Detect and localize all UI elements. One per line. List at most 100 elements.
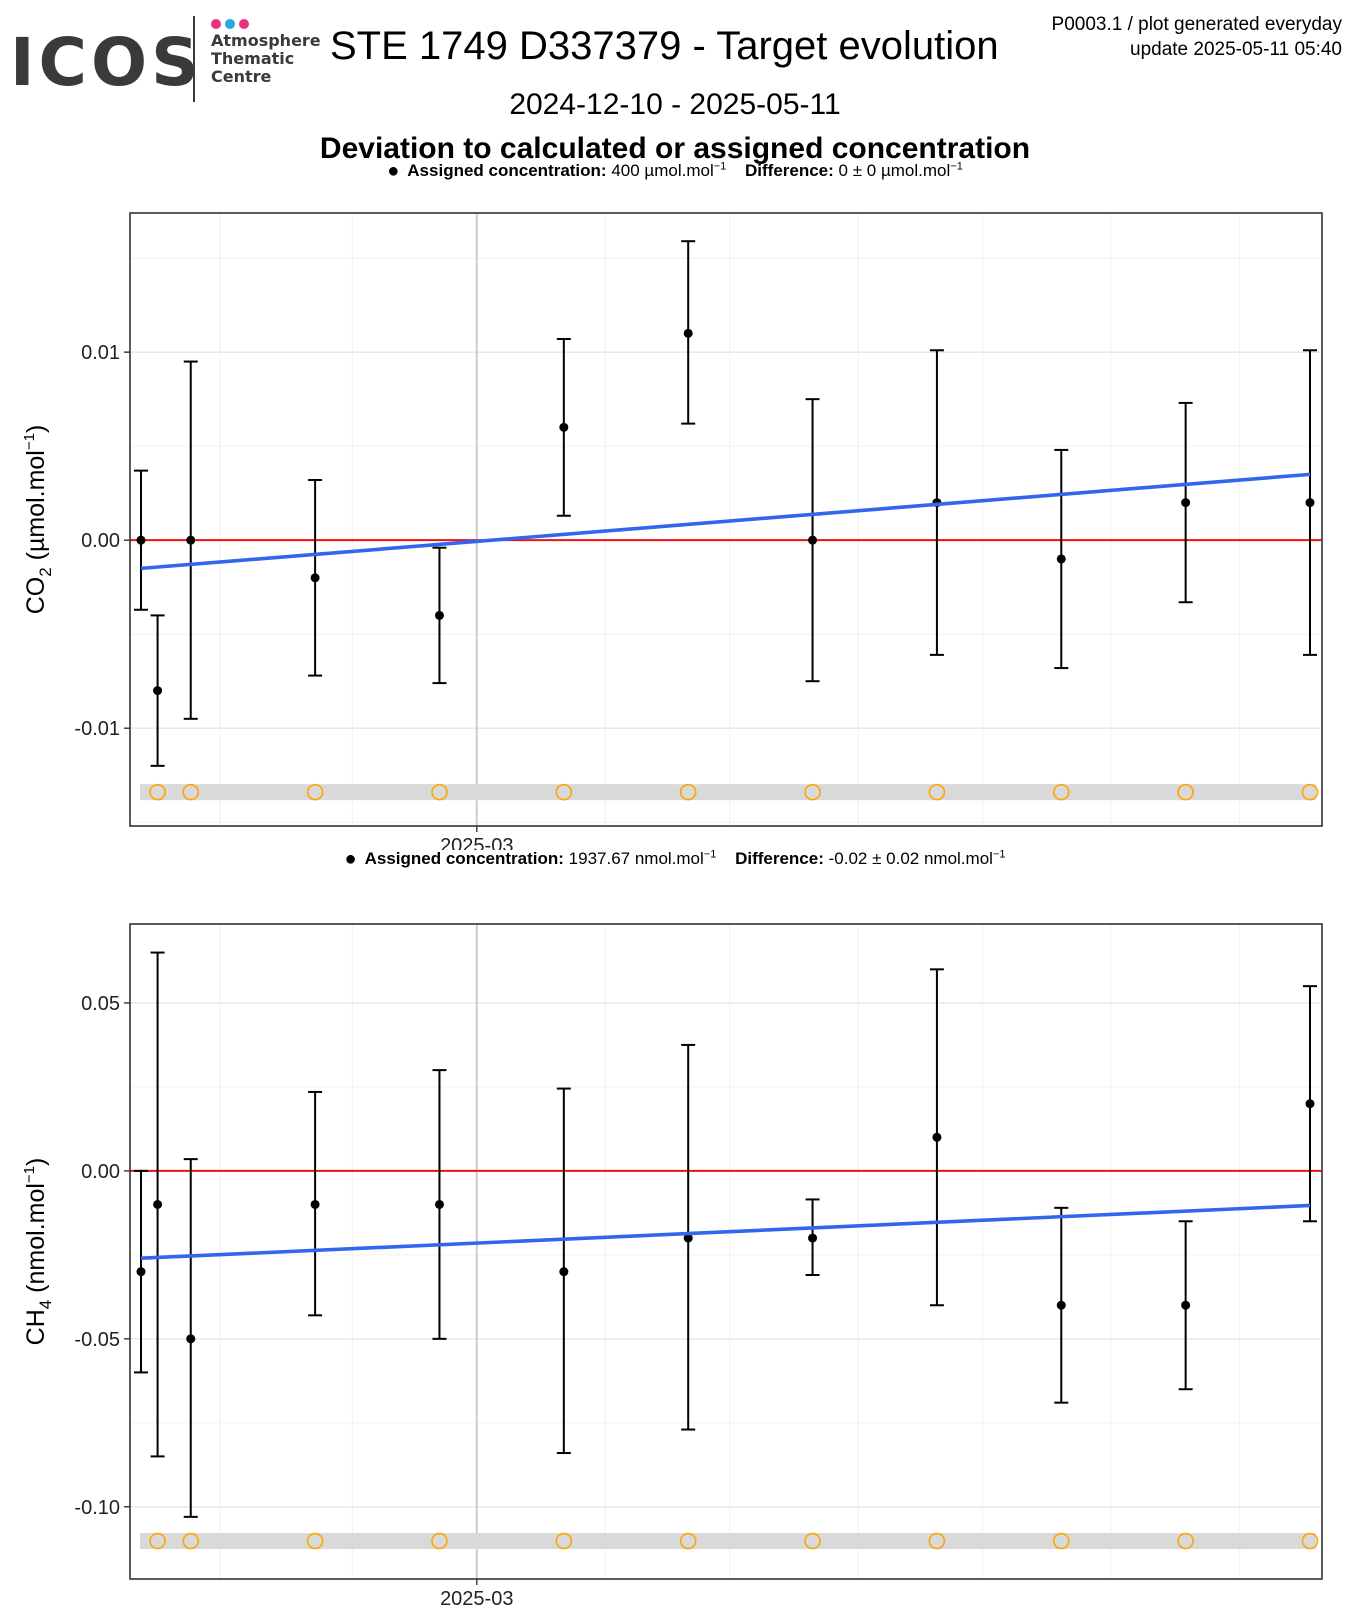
data-point	[808, 535, 818, 545]
assigned-value: 1937.67 nmol.mol	[568, 849, 704, 868]
flag-marker	[804, 783, 821, 801]
y-axis-label-part: )	[22, 1158, 50, 1166]
assigned-label: Assigned concentration:	[364, 849, 564, 868]
flag-marker	[182, 783, 200, 801]
header: ICOS Atmosphere Thematic Centre STE 1749…	[0, 0, 1350, 200]
flag-marker	[1052, 783, 1070, 801]
data-point	[1181, 498, 1191, 508]
update-timestamp: update 2025-05-11 05:40	[1130, 39, 1342, 60]
flag-marker	[928, 1532, 946, 1550]
plot-id-line: P0003.1 / plot generated everyday	[1051, 14, 1342, 35]
y-axis-label-part: )	[22, 425, 50, 433]
flag-marker	[1301, 1532, 1319, 1550]
flag-marker	[431, 783, 448, 801]
data-point	[1056, 554, 1066, 564]
logo-subtitle-line: Thematic	[211, 49, 295, 68]
ch4-panel: ● Assigned concentration: 1937.67 nmol.mo…	[0, 848, 1350, 1620]
y-axis-label-part: −1	[21, 433, 38, 450]
data-point	[153, 1199, 163, 1209]
x-tick-label: 2025-03	[440, 835, 513, 850]
data-point	[136, 535, 146, 545]
y-axis-label-part: −1	[21, 1166, 38, 1183]
data-point	[932, 1132, 942, 1142]
y-axis-label-part: (µmol.mol	[22, 450, 50, 567]
legend-point-icon: ●	[344, 848, 357, 870]
flag-marker	[306, 1532, 324, 1550]
flag-marker	[555, 783, 573, 801]
ch4-chart: -0.10 -0.05 0.00 0.05 2025-03 CH4 (nmol.mol−1…	[21, 923, 1323, 1610]
flag-marker	[679, 1532, 697, 1550]
data-point	[1056, 1300, 1066, 1310]
logo-wordmark: ICOS	[10, 24, 203, 101]
unit-exponent: −1	[992, 848, 1006, 861]
date-range: 2024-12-10 - 2025-05-11	[509, 88, 841, 121]
difference-value: -0.02 ± 0.02 nmol.mol	[828, 849, 993, 868]
flag-marker	[555, 1532, 573, 1550]
logo-dots-icon	[211, 16, 253, 29]
ch4-legend: ● Assigned concentration: 1937.67 nmol.mo…	[0, 848, 1350, 871]
flag-marker	[679, 783, 697, 801]
co2-chart: -0.01 0.00 0.01 2025-03 CO2 (µmol.mol−1)	[21, 212, 1323, 850]
generation-info: P0003.1 / plot generated everyday update…	[1052, 12, 1342, 62]
logo-subtitle: Atmosphere Thematic Centre	[211, 32, 321, 86]
data-point	[136, 1267, 146, 1277]
y-tick-label: -0.10	[74, 1497, 120, 1519]
flag-marker	[306, 783, 324, 801]
data-point	[683, 1233, 693, 1243]
data-point	[434, 610, 444, 620]
trend-line	[140, 472, 1311, 571]
data-point	[1181, 1300, 1191, 1310]
logo-dot-icon	[239, 19, 249, 29]
co2-legend: ● Assigned concentration: 400 µmol.mol−1 …	[0, 160, 1350, 183]
plot-border	[129, 923, 1323, 1580]
y-tick-label: -0.05	[74, 1329, 120, 1351]
y-axis-label-part: 2	[36, 567, 55, 576]
data-point	[310, 573, 320, 583]
data-point	[808, 1233, 818, 1243]
y-tick-label: 0.00	[81, 1161, 120, 1183]
assigned-value: 400 µmol.mol	[611, 161, 714, 180]
logo-dot-icon	[211, 19, 221, 29]
y-axis-label: CH4 (nmol.mol−1)	[21, 1158, 55, 1346]
data-point	[186, 1334, 196, 1344]
data-point	[559, 1267, 569, 1277]
page-title: STE 1749 D337379 - Target evolution	[330, 24, 999, 68]
data-point	[186, 535, 196, 545]
flag-marker	[804, 1532, 821, 1550]
unit-exponent: −1	[703, 848, 717, 861]
data-point	[310, 1199, 320, 1209]
y-axis-label-part: CO	[22, 577, 50, 615]
chart-title: Deviation to calculated or assigned conc…	[319, 132, 1031, 165]
flag-marker	[1177, 783, 1194, 801]
y-tick-label: 0.05	[81, 993, 120, 1015]
data-point	[683, 328, 693, 338]
plot-background	[130, 213, 1322, 826]
y-axis-label-part: CH	[22, 1309, 50, 1345]
y-axis-label: CO2 (µmol.mol−1)	[21, 425, 55, 615]
trend-line	[140, 1203, 1311, 1261]
logo-subtitle-line: Atmosphere	[211, 31, 321, 50]
data-point	[434, 1199, 444, 1209]
unit-exponent: −1	[950, 160, 963, 173]
flag-marker	[149, 1532, 166, 1550]
y-axis-label-part: (nmol.mol	[22, 1183, 50, 1300]
flag-marker	[1052, 1532, 1070, 1550]
legend-point-icon: ●	[387, 160, 400, 182]
data-point	[1305, 498, 1315, 508]
y-tick-label: 0.00	[81, 530, 120, 552]
flag-marker	[431, 1532, 448, 1550]
icos-logo: ICOS Atmosphere Thematic Centre	[10, 14, 321, 104]
flag-band	[140, 784, 1316, 801]
difference-label: Difference:	[735, 849, 824, 868]
x-tick-label: 2025-03	[440, 1588, 513, 1610]
logo-subtitle-line: Centre	[211, 67, 272, 86]
y-tick-label: 0.01	[81, 342, 120, 364]
flag-marker	[1177, 1532, 1194, 1550]
difference-label: Difference:	[745, 161, 834, 180]
logo-dot-icon	[225, 19, 235, 29]
co2-panel: ● Assigned concentration: 400 µmol.mol−1 …	[0, 160, 1350, 850]
unit-exponent: −1	[713, 160, 727, 173]
difference-value: 0 ± 0 µmol.mol	[838, 161, 951, 180]
flag-marker	[928, 783, 946, 801]
flag-marker	[1301, 783, 1319, 801]
